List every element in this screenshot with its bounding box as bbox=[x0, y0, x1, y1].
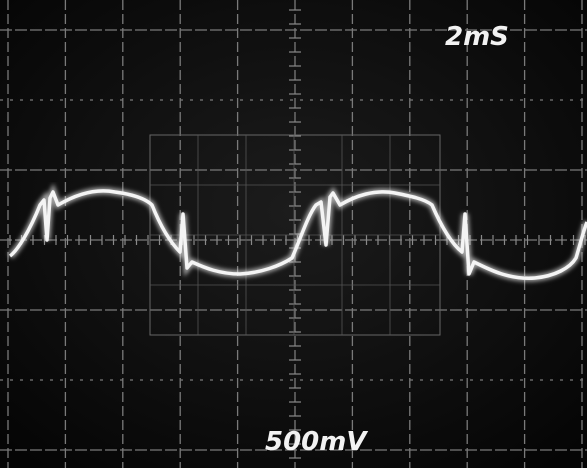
waveform bbox=[7, 183, 587, 282]
waveform-trace bbox=[8, 189, 587, 280]
voltage-label: 500mV bbox=[265, 427, 368, 457]
timebase-label: 2mS bbox=[445, 22, 509, 52]
